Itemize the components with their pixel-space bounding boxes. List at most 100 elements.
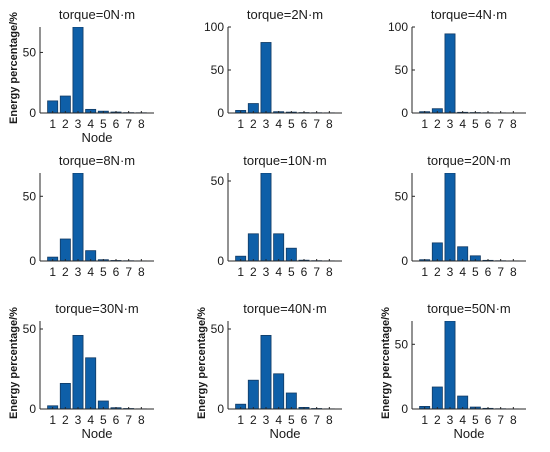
y-tick-label: 50 [211,63,225,77]
bar-node-2 [431,242,443,261]
subplot-title: torque=4N·m [431,7,507,22]
x-tick-label: 2 [434,413,441,427]
subplot-3: 1 2 3 4 5 6 7 8 0 50 100 torque=4N·m [388,7,526,131]
x-tick-label: 3 [263,265,270,279]
x-tick-label: 4 [275,117,282,131]
x-tick-label: 6 [301,117,308,131]
subplot-4: 1 2 3 4 5 6 7 8 0 50 torque=8N·m [23,153,154,279]
x-tick-label: 7 [497,117,504,131]
bar-node-2 [59,238,71,261]
x-tick-label: 2 [62,265,69,279]
bar-node-3 [260,334,272,409]
x-tick-label: 8 [138,265,145,279]
subplot-title: torque=10N·m [243,153,326,168]
x-tick-label: 4 [275,265,282,279]
y-tick-label: 0 [29,402,36,416]
x-tick-label: 1 [237,117,244,131]
subplot-title: torque=50N·m [427,301,510,316]
x-tick-label: 8 [138,117,145,131]
y-tick-label: 0 [29,254,36,268]
x-tick-label: 8 [326,413,333,427]
x-tick-label: 7 [125,117,132,131]
x-tick-label: 6 [301,265,308,279]
x-tick-label: 4 [459,265,466,279]
subplot-1: 1 2 3 4 5 6 7 8 0 50 torque=0N·m Node Energy percent… [8,7,154,145]
x-tick-label: 6 [113,265,120,279]
y-tick-label: 50 [23,45,37,59]
x-tick-label: 6 [485,117,492,131]
x-tick-label: 7 [125,413,132,427]
y-axis-label: Energy percentage/% [196,307,208,419]
bar-node-4 [457,246,469,261]
bar-node-3 [72,334,84,409]
bar-node-3 [72,27,84,113]
y-tick-label: 0 [217,254,224,268]
bars [235,42,335,113]
subplot-6: 1 2 3 4 5 6 7 8 0 50 torque=20N·m [395,153,526,279]
bar-node-2 [431,386,443,409]
x-tick-label: 2 [434,117,441,131]
x-tick-label: 2 [62,413,69,427]
bar-node-3 [444,173,456,261]
x-axis-label: Node [81,426,112,441]
x-axis-label: Node [453,426,484,441]
x-tick-label: 6 [485,413,492,427]
x-tick-label: 5 [100,413,107,427]
y-tick-label: 0 [217,106,224,120]
bar-node-2 [247,379,259,409]
x-tick-label: 3 [447,265,454,279]
x-tick-label: 5 [472,413,479,427]
bar-node-2 [59,382,71,409]
bars [235,334,335,409]
bar-node-3 [72,173,84,261]
x-tick-label: 2 [434,265,441,279]
bar-node-1 [235,403,247,409]
x-tick-label: 5 [472,117,479,131]
y-tick-label: 50 [23,189,37,203]
bar-node-1 [235,255,247,261]
bars [47,334,147,409]
bars [47,27,147,113]
bar-node-2 [59,95,71,113]
subplot-8: 1 2 3 4 5 6 7 8 0 50 torque=40N·m Node Energy percen… [196,301,342,441]
bars [419,321,519,409]
x-tick-label: 7 [125,265,132,279]
subplot-9: 1 2 3 4 5 6 7 8 0 50 torque=50N·m Node Energy percen… [380,301,526,441]
x-tick-label: 1 [421,265,428,279]
bar-node-2 [247,233,259,261]
x-tick-label: 1 [49,413,56,427]
x-tick-label: 7 [313,117,320,131]
x-tick-label: 4 [87,265,94,279]
x-tick-label: 7 [313,413,320,427]
subplot-title: torque=20N·m [427,153,510,168]
x-tick-label: 4 [275,413,282,427]
bar-node-3 [260,42,272,113]
x-tick-label: 5 [288,117,295,131]
y-tick-label: 0 [401,402,408,416]
y-axis-label: Energy percentage/% [8,12,20,124]
y-tick-label: 50 [211,174,225,188]
x-tick-label: 8 [510,117,517,131]
subplot-title: torque=2N·m [247,7,323,22]
bar-node-4 [273,373,285,409]
bar-node-5 [469,255,481,261]
x-tick-label: 7 [497,413,504,427]
x-tick-label: 7 [497,265,504,279]
bar-node-2 [247,103,259,113]
x-tick-label: 6 [113,117,120,131]
x-tick-label: 5 [288,413,295,427]
bar-node-5 [97,400,109,409]
x-tick-label: 4 [459,117,466,131]
bar-node-3 [444,33,456,113]
x-tick-label: 7 [313,265,320,279]
x-tick-label: 1 [237,413,244,427]
bars [47,173,147,261]
y-tick-label: 0 [401,254,408,268]
x-axis-label: Node [269,426,300,441]
x-tick-label: 6 [301,413,308,427]
x-tick-label: 8 [510,413,517,427]
bar-node-4 [85,357,97,409]
x-tick-label: 3 [263,117,270,131]
x-tick-label: 3 [447,413,454,427]
subplot-title: torque=8N·m [59,153,135,168]
